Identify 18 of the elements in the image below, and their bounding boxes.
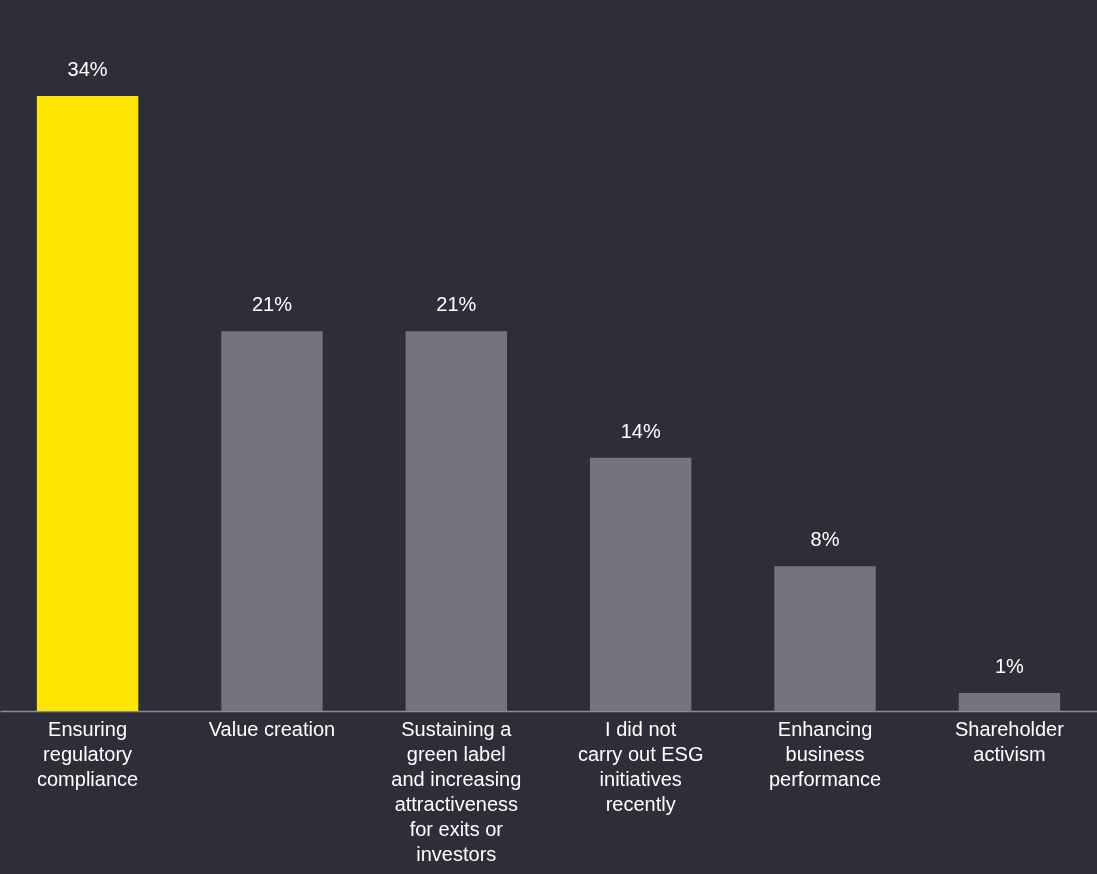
x-tick-label: Shareholder activism xyxy=(954,717,1065,765)
x-tick-label: Value creation xyxy=(208,717,336,740)
x-tick-label: I did not carry out ESG initiatives recently xyxy=(577,717,704,815)
data-label: 1% xyxy=(994,654,1025,677)
data-label: 8% xyxy=(810,528,840,551)
data-label: 21% xyxy=(436,293,477,316)
bar xyxy=(221,331,323,711)
data-label: 34% xyxy=(67,58,108,80)
bar xyxy=(36,96,139,711)
bar xyxy=(405,331,508,711)
x-tick-label: Sustaining a green label and increasing attractiveness for exits or investors xyxy=(391,717,522,865)
x-tick-label: Ensuring regulatory compliance xyxy=(36,717,139,790)
data-label: 14% xyxy=(620,419,661,442)
x-tick-label: Enhancing business performance xyxy=(768,717,882,790)
bar xyxy=(958,692,1061,711)
bar xyxy=(774,566,876,711)
data-label: 21% xyxy=(251,293,293,316)
bar xyxy=(589,457,692,711)
